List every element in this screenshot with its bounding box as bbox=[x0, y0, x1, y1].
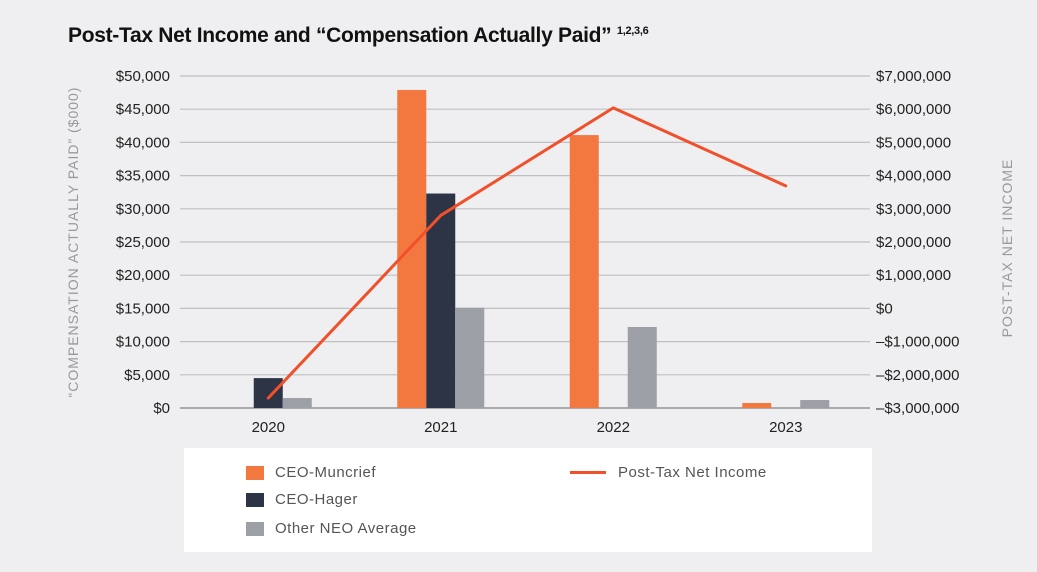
legend-item-ceo-muncrief: CEO-Muncrief bbox=[246, 464, 376, 481]
legend-label: Post-Tax Net Income bbox=[618, 464, 767, 481]
legend-label: CEO-Hager bbox=[275, 491, 358, 508]
left-tick-label: $40,000 bbox=[116, 134, 170, 151]
legend-swatch bbox=[246, 521, 264, 536]
bar-ceo-muncrief-2021 bbox=[397, 89, 427, 408]
left-tick-label: $30,000 bbox=[116, 201, 170, 218]
bar-other-neo-average-2022 bbox=[627, 326, 657, 408]
line-post-tax-net-income bbox=[266, 106, 788, 400]
legend-swatch bbox=[246, 465, 264, 480]
legend-label: Other NEO Average bbox=[275, 520, 417, 537]
bar-ceo-muncrief-2023 bbox=[742, 403, 772, 408]
left-axis-label: “COMPENSATION ACTUALLY PAID” ($000) bbox=[65, 87, 81, 398]
legend-item-other-neo: Other NEO Average bbox=[246, 520, 417, 537]
left-tick-label: $20,000 bbox=[116, 267, 170, 284]
right-tick-label: –$1,000,000 bbox=[876, 334, 959, 351]
left-tick-label: $35,000 bbox=[116, 168, 170, 185]
chart-title: Post-Tax Net Income and “Compensation Ac… bbox=[68, 24, 649, 48]
title-text: Post-Tax Net Income and “Compensation Ac… bbox=[68, 24, 612, 47]
left-tick-label: $10,000 bbox=[116, 334, 170, 351]
x-tick-label: 2022 bbox=[597, 419, 630, 436]
x-tick-label: 2021 bbox=[424, 419, 457, 436]
bar-other-neo-average-2021 bbox=[455, 307, 485, 408]
right-tick-label: $6,000,000 bbox=[876, 101, 951, 118]
bar-ceo-hager-2020 bbox=[253, 378, 283, 408]
legend-line bbox=[570, 471, 606, 474]
left-tick-label: $5,000 bbox=[124, 367, 170, 384]
bar-ceo-hager-2021 bbox=[426, 193, 456, 408]
left-tick-label: $25,000 bbox=[116, 234, 170, 251]
left-tick-label: $15,000 bbox=[116, 300, 170, 317]
left-tick-label: $50,000 bbox=[116, 68, 170, 85]
right-tick-label: –$3,000,000 bbox=[876, 400, 959, 417]
legend: CEO-Muncrief CEO-Hager Other NEO Average… bbox=[184, 448, 872, 552]
right-tick-label: $0 bbox=[876, 300, 893, 317]
bar-ceo-muncrief-2022 bbox=[569, 135, 599, 408]
legend-item-net-income: Post-Tax Net Income bbox=[570, 464, 767, 481]
right-tick-label: $7,000,000 bbox=[876, 68, 951, 85]
right-axis-label: POST-TAX NET INCOME bbox=[999, 159, 1015, 338]
title-footnotes: 1,2,3,6 bbox=[616, 25, 649, 37]
bar-other-neo-average-2020 bbox=[282, 398, 312, 408]
right-tick-label: $2,000,000 bbox=[876, 234, 951, 251]
left-tick-label: $0 bbox=[153, 400, 170, 417]
right-tick-label: $3,000,000 bbox=[876, 201, 951, 218]
right-tick-label: $4,000,000 bbox=[876, 168, 951, 185]
bar-other-neo-average-2023 bbox=[800, 400, 830, 408]
right-tick-label: $1,000,000 bbox=[876, 267, 951, 284]
right-tick-label: $5,000,000 bbox=[876, 134, 951, 151]
legend-item-ceo-hager: CEO-Hager bbox=[246, 491, 358, 508]
legend-swatch bbox=[246, 492, 264, 507]
legend-label: CEO-Muncrief bbox=[275, 464, 377, 481]
x-tick-label: 2020 bbox=[252, 419, 285, 436]
left-tick-label: $45,000 bbox=[116, 101, 170, 118]
x-tick-label: 2023 bbox=[769, 419, 802, 436]
right-tick-label: –$2,000,000 bbox=[876, 367, 959, 384]
